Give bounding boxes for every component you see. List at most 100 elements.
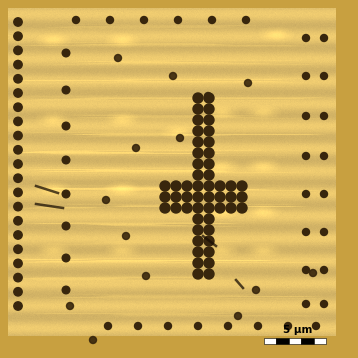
Circle shape (62, 190, 70, 198)
Circle shape (182, 192, 192, 202)
Circle shape (193, 269, 203, 279)
Circle shape (204, 104, 214, 114)
Circle shape (132, 145, 140, 151)
Circle shape (204, 148, 214, 158)
Circle shape (142, 272, 150, 280)
Bar (314, 338, 326, 344)
Circle shape (204, 192, 214, 202)
Circle shape (62, 122, 70, 130)
Circle shape (14, 103, 22, 111)
Circle shape (204, 258, 214, 268)
Circle shape (171, 203, 181, 213)
Circle shape (14, 174, 22, 182)
Circle shape (193, 236, 203, 246)
Circle shape (320, 300, 328, 308)
Circle shape (204, 170, 214, 180)
Circle shape (320, 266, 328, 274)
Circle shape (234, 313, 242, 319)
Circle shape (140, 16, 147, 24)
Circle shape (14, 61, 22, 69)
Bar (289, 338, 301, 344)
Circle shape (62, 86, 70, 94)
Circle shape (303, 112, 310, 120)
Circle shape (224, 323, 232, 329)
Circle shape (14, 89, 22, 97)
Circle shape (237, 203, 247, 213)
Circle shape (62, 222, 70, 230)
Circle shape (204, 137, 214, 147)
Circle shape (193, 170, 203, 180)
Circle shape (320, 73, 328, 79)
Circle shape (174, 16, 182, 24)
Circle shape (171, 181, 181, 191)
Circle shape (14, 74, 22, 83)
Circle shape (115, 54, 121, 62)
Circle shape (62, 49, 70, 57)
Circle shape (164, 323, 171, 329)
Circle shape (204, 92, 212, 100)
Circle shape (14, 32, 22, 40)
Circle shape (208, 16, 216, 24)
Circle shape (122, 232, 130, 240)
Circle shape (242, 16, 250, 24)
Circle shape (193, 181, 203, 191)
Circle shape (193, 247, 203, 257)
Circle shape (14, 18, 22, 26)
Circle shape (193, 214, 203, 224)
Circle shape (204, 93, 214, 103)
Circle shape (194, 323, 202, 329)
Circle shape (204, 214, 214, 224)
Circle shape (135, 323, 141, 329)
Circle shape (73, 16, 79, 24)
Circle shape (169, 73, 176, 79)
Circle shape (176, 135, 184, 141)
Circle shape (193, 137, 203, 147)
Circle shape (14, 160, 22, 168)
Circle shape (204, 203, 214, 213)
Circle shape (320, 153, 328, 160)
Circle shape (160, 181, 170, 191)
Circle shape (14, 188, 22, 197)
Bar (301, 338, 314, 344)
Circle shape (320, 34, 328, 42)
Circle shape (14, 131, 22, 140)
Circle shape (62, 156, 70, 164)
Circle shape (204, 181, 214, 191)
Circle shape (193, 203, 203, 213)
Circle shape (193, 115, 203, 125)
Circle shape (193, 93, 203, 103)
Circle shape (237, 181, 247, 191)
Bar (264, 338, 276, 344)
Circle shape (303, 300, 310, 308)
Circle shape (204, 269, 214, 279)
Circle shape (303, 34, 310, 42)
Circle shape (193, 225, 203, 235)
Bar (276, 338, 289, 344)
Circle shape (204, 225, 214, 235)
Circle shape (105, 323, 111, 329)
Circle shape (226, 203, 236, 213)
Circle shape (90, 337, 97, 343)
Circle shape (204, 115, 214, 125)
Circle shape (160, 203, 170, 213)
Circle shape (204, 236, 214, 246)
Circle shape (303, 190, 310, 198)
Circle shape (193, 104, 203, 114)
Circle shape (303, 73, 310, 79)
Circle shape (320, 228, 328, 236)
Circle shape (193, 159, 203, 169)
Circle shape (204, 247, 214, 257)
Circle shape (245, 79, 252, 87)
Circle shape (252, 286, 260, 294)
Circle shape (14, 46, 22, 55)
Circle shape (320, 112, 328, 120)
Circle shape (67, 303, 73, 310)
Circle shape (226, 192, 236, 202)
Circle shape (182, 203, 192, 213)
Circle shape (215, 192, 225, 202)
Circle shape (303, 153, 310, 160)
Circle shape (226, 181, 236, 191)
Circle shape (14, 274, 22, 282)
Circle shape (14, 259, 22, 267)
Circle shape (303, 266, 310, 274)
